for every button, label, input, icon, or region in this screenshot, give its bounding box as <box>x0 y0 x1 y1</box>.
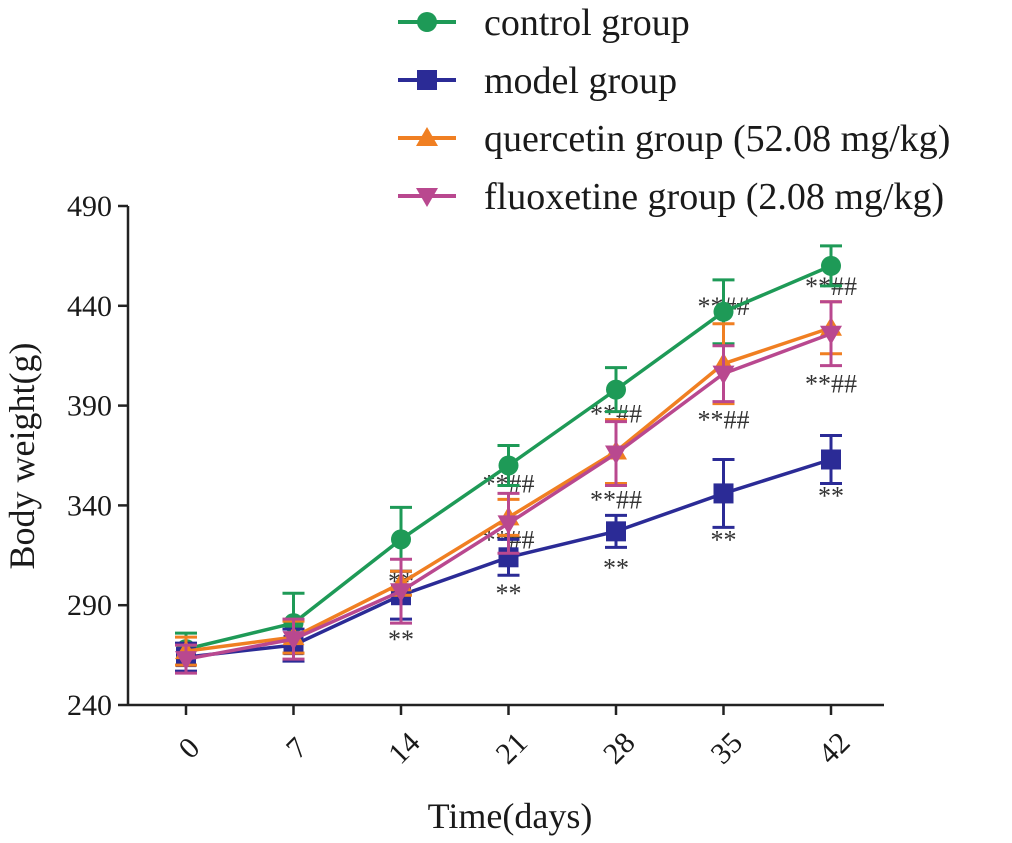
y-tick-label: 240 <box>67 689 112 722</box>
x-tick-label: 21 <box>490 726 535 771</box>
y-tick-label: 440 <box>67 290 112 323</box>
significance-label: ** <box>388 625 414 654</box>
x-tick-label: 42 <box>812 726 857 771</box>
x-tick-label: 7 <box>280 731 314 765</box>
legend-label: model group <box>484 60 677 102</box>
data-point <box>606 521 626 542</box>
data-point <box>606 379 626 400</box>
x-tick-label: 35 <box>705 726 750 771</box>
legend-marker <box>417 70 437 90</box>
significance-label: ** <box>603 553 629 582</box>
y-tick-label: 290 <box>67 589 112 622</box>
significance-label: ** <box>711 525 737 554</box>
series-layer <box>175 244 842 675</box>
data-point <box>605 445 627 465</box>
series-3 <box>175 300 842 675</box>
y-tick-label: 490 <box>67 190 112 223</box>
legend-item-2: quercetin group (52.08 mg/kg) <box>398 118 950 160</box>
legend-item-3: fluoxetine group (2.08 mg/kg) <box>398 176 944 218</box>
data-point <box>497 515 520 535</box>
x-tick-label: 14 <box>382 726 427 771</box>
legend-label: quercetin group (52.08 mg/kg) <box>484 118 950 160</box>
data-point <box>821 449 841 470</box>
x-tick-label: 0 <box>172 731 206 765</box>
legend-label: fluoxetine group (2.08 mg/kg) <box>484 176 944 218</box>
legend-item-1: model group <box>398 60 677 102</box>
significance-label: **## <box>805 370 857 399</box>
data-point <box>498 455 519 476</box>
significance-label: ** <box>496 579 522 608</box>
data-point <box>821 255 841 276</box>
y-tick-label: 390 <box>67 390 112 423</box>
significance-label: **## <box>590 485 642 514</box>
significance-label: ** <box>818 481 844 510</box>
significance-label: **## <box>698 406 750 435</box>
data-point <box>713 483 734 504</box>
significance-annotations: *******##**##****##**##****##**##****##*… <box>388 272 857 654</box>
data-point <box>390 583 412 603</box>
x-tick-label: 28 <box>597 726 642 771</box>
legend-label: control group <box>484 2 690 44</box>
data-point <box>391 529 411 550</box>
legend-marker <box>416 127 438 146</box>
y-tick-label: 340 <box>67 489 112 522</box>
legend-marker <box>416 188 438 207</box>
y-axis-title: Body weight(g) <box>2 343 42 570</box>
data-point <box>820 325 842 345</box>
legend-marker <box>417 12 437 32</box>
data-point <box>175 651 197 671</box>
legend-item-0: control group <box>398 2 690 44</box>
x-axis-title: Time(days) <box>428 796 593 836</box>
legend: control group model group quercetin group … <box>398 2 950 218</box>
data-point <box>712 365 735 385</box>
data-point <box>282 631 305 651</box>
data-point <box>713 301 734 322</box>
